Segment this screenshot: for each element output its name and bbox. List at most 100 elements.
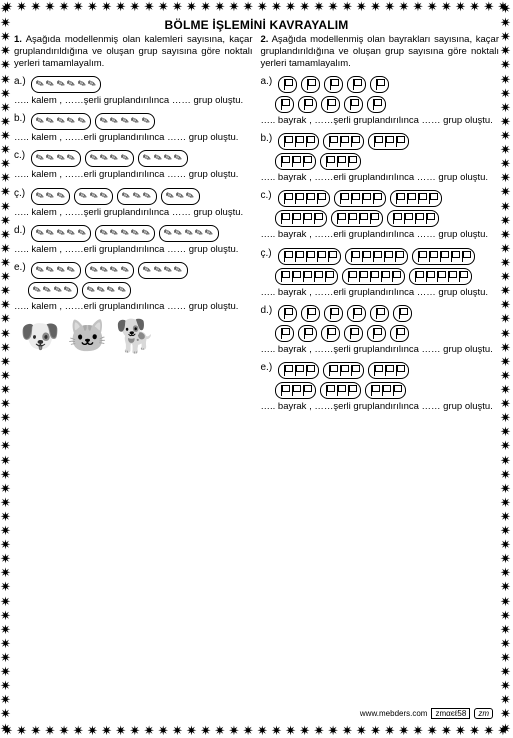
- flag-icon: [283, 365, 292, 376]
- group-row: [278, 133, 409, 150]
- fill-text: ….. bayrak , ……şerli gruplandırılınca ………: [261, 401, 500, 413]
- flag-icon: [280, 213, 289, 224]
- flower-icon: ✷: [500, 312, 513, 325]
- flower-icon: ✷: [500, 496, 513, 509]
- group-box: [409, 268, 472, 285]
- group-row: [275, 210, 500, 227]
- flag-icon: [294, 251, 303, 262]
- problem-label: c.): [14, 150, 28, 161]
- flag-icon: [291, 385, 300, 396]
- flag-icon: [280, 271, 289, 282]
- pencil-icon: ✎: [119, 264, 131, 277]
- flower-icon: ✷: [500, 609, 513, 622]
- flower-icon: ✷: [500, 185, 513, 198]
- flower-icon: ✷: [59, 0, 72, 13]
- flower-icon: ✷: [0, 171, 13, 184]
- flag-icon: [303, 99, 312, 110]
- group-row: [278, 76, 389, 93]
- flag-icon: [347, 213, 356, 224]
- flag-icon: [398, 308, 407, 319]
- flower-icon: ✷: [500, 383, 513, 396]
- flower-icon: ✷: [500, 524, 513, 537]
- fill-text: ….. bayrak , ……erli gruplandırılınca …… …: [261, 287, 500, 299]
- flower-icon: ✷: [483, 724, 496, 737]
- flag-icon: [358, 271, 367, 282]
- problem-label: e.): [14, 262, 28, 273]
- flower-icon: ✷: [0, 200, 13, 213]
- flower-icon: ✷: [500, 341, 513, 354]
- problem-label: e.): [261, 362, 275, 373]
- group-box: ✎✎✎✎: [138, 262, 188, 279]
- flag-icon: [329, 79, 338, 90]
- flower-icon: ✷: [144, 724, 157, 737]
- flag-problem: ç.)….. bayrak , ……erli gruplandırılınca …: [261, 248, 500, 299]
- flower-icon: ✷: [0, 665, 13, 678]
- flower-icon: ✷: [370, 724, 383, 737]
- pencil-icon: ✎: [88, 190, 100, 203]
- flower-icon: ✷: [427, 0, 440, 13]
- group-box: [331, 210, 383, 227]
- flag-icon: [328, 136, 337, 147]
- flower-icon: ✷: [500, 552, 513, 565]
- flower-icon: ✷: [44, 0, 57, 13]
- flower-icon: ✷: [0, 87, 13, 100]
- pencil-icon: ✎: [45, 78, 57, 91]
- group-box: [412, 248, 475, 265]
- group-row: [275, 96, 500, 113]
- group-box: [278, 190, 330, 207]
- flower-icon: ✷: [59, 724, 72, 737]
- flower-icon: ✷: [0, 651, 13, 664]
- flower-icon: ✷: [16, 0, 29, 13]
- flower-icon: ✷: [101, 724, 114, 737]
- flag-icon: [349, 328, 358, 339]
- flag-icon: [375, 79, 384, 90]
- group-box: [367, 96, 386, 113]
- group-box: [365, 382, 406, 399]
- flower-icon: ✷: [500, 284, 513, 297]
- flag-icon: [352, 308, 361, 319]
- flower-icon: ✷: [500, 157, 513, 170]
- flag-icon: [349, 99, 358, 110]
- flower-icon: ✷: [313, 0, 326, 13]
- border-right: ✷✷✷✷✷✷✷✷✷✷✷✷✷✷✷✷✷✷✷✷✷✷✷✷✷✷✷✷✷✷✷✷✷✷✷✷✷✷✷✷…: [500, 0, 513, 737]
- flag-icon: [369, 271, 378, 282]
- flower-icon: ✷: [186, 0, 199, 13]
- flag-icon: [305, 193, 314, 204]
- flag-problem: c.)….. bayrak , ……erli gruplandırılınca …: [261, 190, 500, 241]
- group-box: [301, 76, 320, 93]
- flower-icon: ✷: [115, 724, 128, 737]
- flower-icon: ✷: [500, 58, 513, 71]
- flower-icon: ✷: [469, 724, 482, 737]
- flower-icon: ✷: [30, 0, 43, 13]
- flag-icon: [403, 213, 412, 224]
- problem-label: d.): [261, 305, 275, 316]
- flower-icon: ✷: [0, 185, 13, 198]
- flag-icon: [350, 136, 359, 147]
- pencil-icon: ✎: [66, 264, 78, 277]
- flag-icon: [336, 156, 345, 167]
- group-row: [278, 248, 475, 265]
- group-box: [390, 325, 409, 342]
- flower-icon: ✷: [229, 0, 242, 13]
- flower-icon: ✷: [0, 73, 13, 86]
- flower-icon: ✷: [398, 724, 411, 737]
- flower-icon: ✷: [87, 724, 100, 737]
- flower-icon: ✷: [0, 284, 13, 297]
- group-box: [278, 76, 297, 93]
- flag-icon: [313, 213, 322, 224]
- flower-icon: ✷: [500, 566, 513, 579]
- flower-icon: ✷: [413, 0, 426, 13]
- flower-icon: ✷: [0, 707, 13, 720]
- group-box: [298, 325, 317, 342]
- intro-2-num: 2.: [261, 34, 269, 45]
- flower-icon: ✷: [500, 679, 513, 692]
- group-row: [275, 268, 500, 285]
- footer: www.mebders.com zmαєℓ58 zm: [360, 708, 493, 719]
- flower-icon: ✷: [0, 298, 13, 311]
- group-row: ✎✎✎✎✎✎✎✎✎✎✎✎: [31, 262, 188, 279]
- group-box: [275, 96, 294, 113]
- group-box: [320, 153, 361, 170]
- group-box: [278, 305, 297, 322]
- problem-label: d.): [14, 225, 28, 236]
- flower-icon: ✷: [200, 724, 213, 737]
